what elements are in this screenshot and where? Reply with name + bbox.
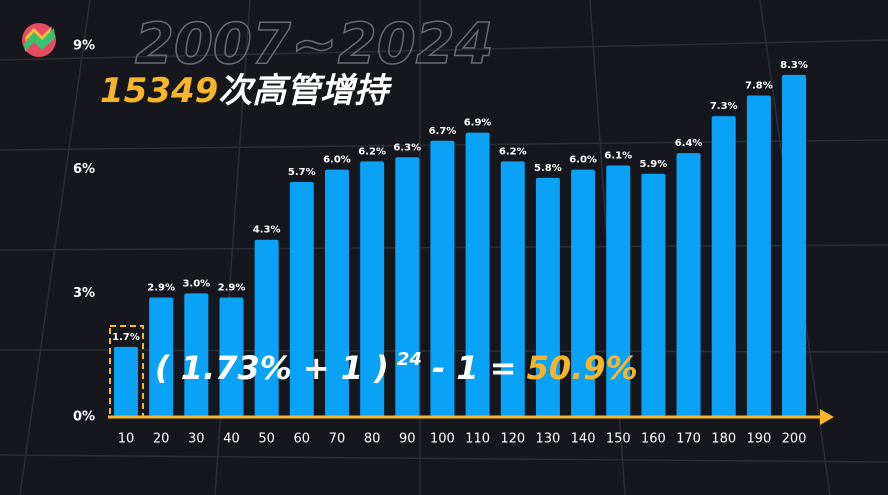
value-label: 6.2% [358, 146, 386, 157]
title-number: 15349 [100, 71, 218, 111]
x-tick-label: 150 [606, 432, 631, 447]
x-tick-label: 160 [641, 432, 666, 447]
x-tick-label: 110 [465, 432, 490, 447]
value-label: 6.2% [499, 146, 527, 157]
value-label: 7.3% [710, 101, 738, 112]
bar [149, 297, 174, 417]
value-label: 2.9% [218, 282, 246, 293]
formula-left: ( 1.73% + 1 ) [155, 349, 389, 387]
x-axis-arrow [820, 409, 834, 425]
x-tick-label: 10 [118, 432, 135, 447]
bar [711, 116, 736, 418]
formula-mid: - 1 = [432, 349, 517, 387]
x-tick-label: 170 [676, 432, 701, 447]
value-label: 7.8% [745, 80, 773, 91]
bar [641, 173, 666, 417]
value-label: 6.9% [464, 118, 492, 129]
bar [746, 95, 771, 417]
x-tick-label: 100 [430, 432, 455, 447]
bar [465, 132, 490, 418]
value-label: 1.7% [112, 332, 140, 343]
value-label: 5.7% [288, 167, 316, 178]
y-tick-label: 3% [73, 286, 95, 301]
chart-title: 15349次高管增持 [100, 71, 392, 111]
y-tick-label: 6% [73, 162, 95, 177]
x-tick-label: 70 [329, 432, 346, 447]
bar [571, 169, 596, 417]
value-label: 5.8% [534, 163, 562, 174]
bar [219, 297, 244, 417]
value-label: 6.0% [323, 155, 351, 166]
bar [535, 177, 560, 417]
bar [360, 161, 385, 417]
x-tick-label: 190 [746, 432, 771, 447]
value-label: 3.0% [182, 278, 210, 289]
value-label: 4.3% [253, 225, 281, 236]
bar [395, 157, 420, 418]
plot: 0% 3% 6% 9% 10 1.7% 20 2.9% 30 3.0% 40 2.9% 50 4.3% 60… [73, 39, 808, 447]
value-label: 8.3% [780, 60, 808, 71]
value-label: 5.9% [640, 159, 668, 170]
formula: ( 1.73% + 1 ) 24 - 1 = 50.9% [155, 349, 638, 387]
title-text: 次高管增持 [218, 71, 392, 111]
bar [430, 140, 455, 418]
x-tick-label: 40 [223, 432, 240, 447]
y-tick-label: 9% [73, 39, 95, 54]
bar [500, 161, 525, 417]
value-label: 6.0% [569, 155, 597, 166]
y-tick-label: 0% [73, 410, 95, 425]
bar [289, 182, 314, 417]
formula-exponent: 24 [397, 349, 422, 370]
bar [254, 239, 279, 417]
bar [184, 293, 209, 417]
logo [22, 23, 56, 57]
value-label: 6.7% [429, 126, 457, 137]
subtitle: 2007~2024 [135, 12, 494, 77]
value-label: 6.3% [393, 142, 421, 153]
x-tick-label: 80 [364, 432, 381, 447]
x-tick-label: 180 [711, 432, 736, 447]
x-tick-label: 30 [188, 432, 205, 447]
bar [606, 165, 631, 417]
bar [676, 153, 701, 417]
x-tick-label: 130 [536, 432, 561, 447]
x-tick-label: 200 [782, 432, 807, 447]
x-tick-label: 120 [500, 432, 525, 447]
bar [782, 74, 807, 417]
x-tick-label: 60 [294, 432, 311, 447]
bar [324, 169, 349, 417]
formula-result: 50.9% [527, 349, 638, 387]
value-label: 6.4% [675, 138, 703, 149]
x-tick-label: 20 [153, 432, 170, 447]
x-tick-label: 140 [571, 432, 596, 447]
bar [114, 346, 138, 417]
value-label: 2.9% [147, 282, 175, 293]
value-label: 6.1% [604, 151, 632, 162]
x-tick-label: 50 [258, 432, 275, 447]
x-tick-label: 90 [399, 432, 416, 447]
